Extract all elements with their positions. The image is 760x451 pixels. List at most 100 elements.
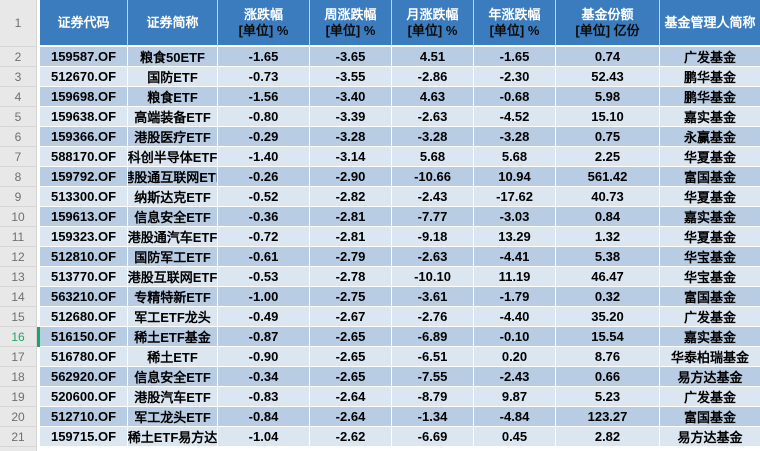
table-cell[interactable]: 8.76 xyxy=(556,347,660,367)
table-cell[interactable]: -1.56 xyxy=(218,87,310,107)
table-cell[interactable]: -3.61 xyxy=(392,287,474,307)
table-cell[interactable]: -2.76 xyxy=(392,307,474,327)
table-cell[interactable]: 123.27 xyxy=(556,407,660,427)
table-cell[interactable]: -3.65 xyxy=(310,47,392,67)
row-number[interactable]: 9 xyxy=(0,187,37,207)
table-cell[interactable]: -2.75 xyxy=(310,287,392,307)
table-cell[interactable]: -2.63 xyxy=(392,107,474,127)
table-cell[interactable]: 0.66 xyxy=(556,367,660,387)
table-cell[interactable]: 华夏基金 xyxy=(660,227,760,247)
table-cell[interactable]: -2.43 xyxy=(474,367,556,387)
table-cell[interactable]: 鹏华基金 xyxy=(660,87,760,107)
table-cell[interactable]: 信息安全ETF xyxy=(128,367,218,387)
table-cell[interactable]: 512680.OF xyxy=(40,307,128,327)
table-cell[interactable]: -3.14 xyxy=(310,147,392,167)
table-cell[interactable]: 粮食50ETF xyxy=(128,47,218,67)
table-cell[interactable]: -6.51 xyxy=(392,347,474,367)
table-cell[interactable]: 40.73 xyxy=(556,187,660,207)
table-cell[interactable]: -1.65 xyxy=(218,47,310,67)
table-cell[interactable]: 512810.OF xyxy=(40,247,128,267)
table-cell[interactable]: 稀土ETF xyxy=(128,347,218,367)
table-cell[interactable]: -1.34 xyxy=(392,407,474,427)
table-cell[interactable]: 富国基金 xyxy=(660,167,760,187)
table-cell[interactable]: 159698.OF xyxy=(40,87,128,107)
row-number[interactable]: 12 xyxy=(0,247,37,267)
table-cell[interactable]: 512710.OF xyxy=(40,407,128,427)
table-cell[interactable]: -0.34 xyxy=(218,367,310,387)
table-cell[interactable]: -0.72 xyxy=(218,227,310,247)
table-cell[interactable]: 富国基金 xyxy=(660,287,760,307)
table-cell[interactable]: 广发基金 xyxy=(660,47,760,67)
table-cell[interactable]: 561.42 xyxy=(556,167,660,187)
table-cell[interactable]: -1.00 xyxy=(218,287,310,307)
table-cell[interactable]: 嘉实基金 xyxy=(660,207,760,227)
table-cell[interactable]: -0.90 xyxy=(218,347,310,367)
table-cell[interactable]: 嘉实基金 xyxy=(660,327,760,347)
table-cell[interactable]: 科创半导体ETF xyxy=(128,147,218,167)
table-cell[interactable]: 港股汽车ETF xyxy=(128,387,218,407)
table-cell[interactable]: 广发基金 xyxy=(660,387,760,407)
table-cell[interactable]: -10.66 xyxy=(392,167,474,187)
table-cell[interactable]: 5.98 xyxy=(556,87,660,107)
table-cell[interactable]: -0.80 xyxy=(218,107,310,127)
table-cell[interactable]: 稀土ETF基金 xyxy=(128,327,218,347)
table-cell[interactable]: -9.18 xyxy=(392,227,474,247)
table-cell[interactable]: 5.68 xyxy=(474,147,556,167)
table-cell[interactable]: -2.67 xyxy=(310,307,392,327)
table-cell[interactable]: 军工龙头ETF xyxy=(128,407,218,427)
table-cell[interactable]: 159638.OF xyxy=(40,107,128,127)
header-cell[interactable]: 年涨跌幅 [单位] % xyxy=(474,0,556,47)
table-cell[interactable]: 4.63 xyxy=(392,87,474,107)
row-number[interactable]: 18 xyxy=(0,367,37,387)
table-cell[interactable]: 159366.OF xyxy=(40,127,128,147)
table-cell[interactable]: 588170.OF xyxy=(40,147,128,167)
table-cell[interactable]: 信息安全ETF xyxy=(128,207,218,227)
table-cell[interactable]: -2.81 xyxy=(310,207,392,227)
table-cell[interactable]: 富国基金 xyxy=(660,407,760,427)
table-cell[interactable]: -1.04 xyxy=(218,427,310,447)
row-number[interactable]: 21 xyxy=(0,427,37,447)
table-cell[interactable]: 鹏华基金 xyxy=(660,67,760,87)
table-cell[interactable]: -6.89 xyxy=(392,327,474,347)
table-cell[interactable]: 港股医疗ETF xyxy=(128,127,218,147)
table-cell[interactable]: -17.62 xyxy=(474,187,556,207)
table-cell[interactable]: 稀土ETF易方达 xyxy=(128,427,218,447)
table-cell[interactable]: 520600.OF xyxy=(40,387,128,407)
table-cell[interactable]: -2.65 xyxy=(310,327,392,347)
table-cell[interactable]: 易方达基金 xyxy=(660,367,760,387)
table-cell[interactable]: -2.62 xyxy=(310,427,392,447)
row-number[interactable]: 3 xyxy=(0,67,37,87)
table-cell[interactable]: 5.68 xyxy=(392,147,474,167)
table-cell[interactable]: 13.29 xyxy=(474,227,556,247)
table-cell[interactable]: 0.84 xyxy=(556,207,660,227)
table-cell[interactable]: -2.81 xyxy=(310,227,392,247)
table-cell[interactable]: -2.86 xyxy=(392,67,474,87)
table-cell[interactable]: 46.47 xyxy=(556,267,660,287)
table-cell[interactable]: 嘉实基金 xyxy=(660,107,760,127)
table-cell[interactable]: -2.65 xyxy=(310,347,392,367)
table-cell[interactable]: -0.52 xyxy=(218,187,310,207)
table-cell[interactable]: -2.78 xyxy=(310,267,392,287)
table-cell[interactable]: -3.28 xyxy=(392,127,474,147)
table-cell[interactable]: 11.19 xyxy=(474,267,556,287)
table-cell[interactable]: -6.69 xyxy=(392,427,474,447)
table-cell[interactable]: 华夏基金 xyxy=(660,187,760,207)
table-cell[interactable]: 513300.OF xyxy=(40,187,128,207)
table-cell[interactable]: 港股通汽车ETF xyxy=(128,227,218,247)
table-cell[interactable]: 0.32 xyxy=(556,287,660,307)
table-cell[interactable]: 2.25 xyxy=(556,147,660,167)
table-cell[interactable]: 高端装备ETF xyxy=(128,107,218,127)
table-cell[interactable]: -2.79 xyxy=(310,247,392,267)
table-cell[interactable]: 0.75 xyxy=(556,127,660,147)
row-number[interactable]: 7 xyxy=(0,147,37,167)
table-cell[interactable]: 35.20 xyxy=(556,307,660,327)
row-number[interactable]: 15 xyxy=(0,307,37,327)
header-cell[interactable]: 基金管理人简称 xyxy=(660,0,760,47)
table-cell[interactable]: -4.84 xyxy=(474,407,556,427)
table-cell[interactable]: -2.43 xyxy=(392,187,474,207)
table-cell[interactable]: -3.28 xyxy=(310,127,392,147)
table-cell[interactable]: 华宝基金 xyxy=(660,267,760,287)
table-cell[interactable]: -0.68 xyxy=(474,87,556,107)
row-number[interactable]: 13 xyxy=(0,267,37,287)
table-cell[interactable]: -3.39 xyxy=(310,107,392,127)
